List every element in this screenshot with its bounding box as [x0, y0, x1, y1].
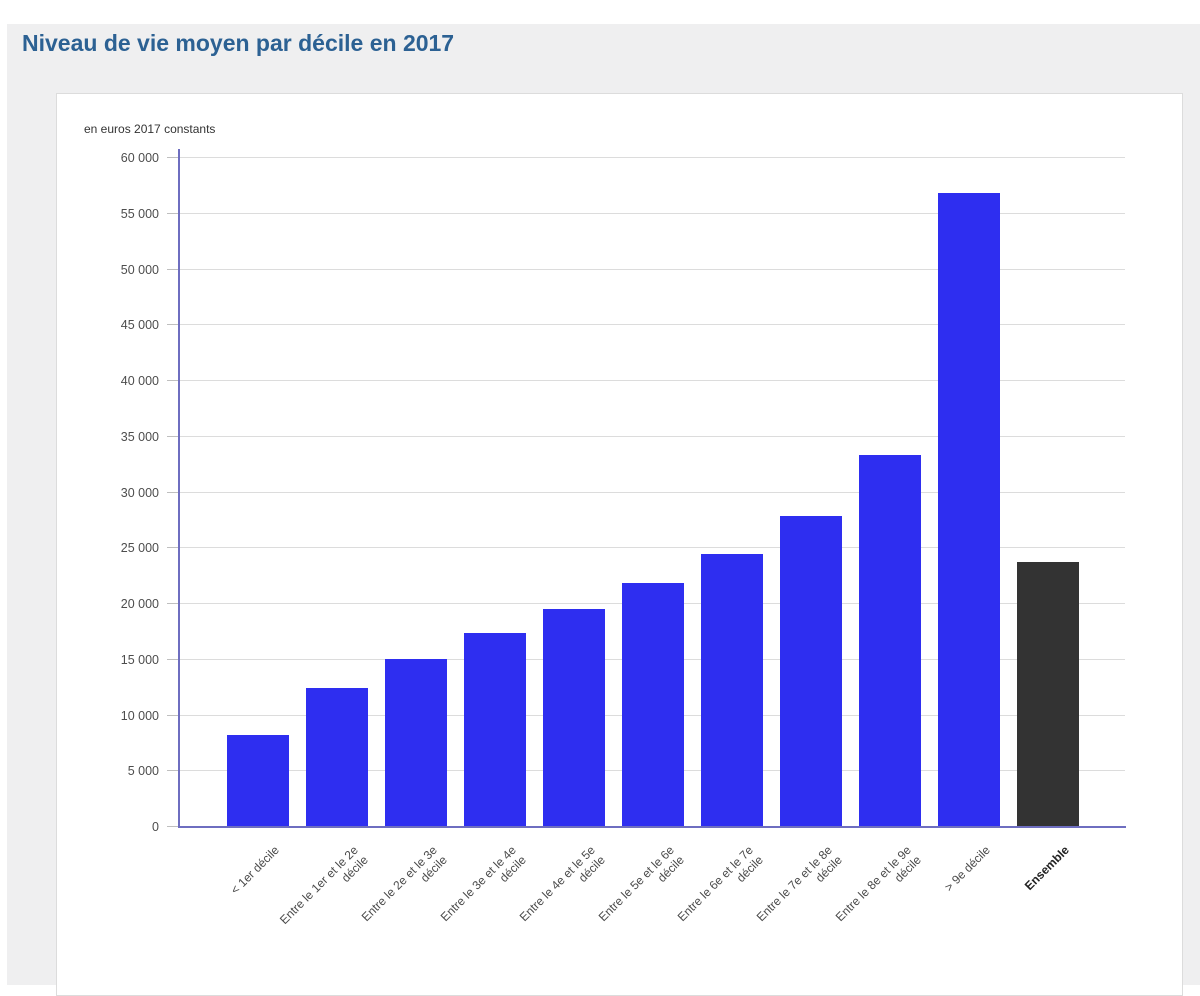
y-axis-tick	[167, 603, 178, 604]
bar	[780, 515, 842, 827]
y-axis-tick-label: 0	[152, 820, 159, 834]
gridline	[179, 324, 1125, 326]
gridline	[179, 491, 1125, 493]
y-axis-tick	[167, 324, 178, 326]
y-axis-tick-label: 35 000	[120, 429, 159, 444]
y-axis-tick	[167, 380, 178, 381]
gridline	[179, 157, 1125, 158]
y-axis-tick	[167, 658, 178, 660]
gridline	[179, 547, 1125, 549]
x-axis-category-label: Ensemble	[1021, 843, 1072, 893]
y-axis-line	[178, 149, 180, 828]
bar	[701, 553, 763, 827]
bar	[306, 687, 368, 827]
bar	[464, 633, 526, 827]
gridline	[179, 435, 1125, 437]
y-axis-tick-label: 45 000	[120, 318, 159, 333]
y-axis-tick	[167, 157, 178, 158]
y-axis-tick-label: 10 000	[120, 708, 159, 723]
page-title: Niveau de vie moyen par décile en 2017	[22, 30, 455, 56]
y-axis-tick	[167, 547, 178, 549]
y-axis-tick	[167, 212, 178, 214]
bar	[543, 608, 605, 827]
y-axis-tick-label: 60 000	[120, 151, 159, 165]
gridline	[179, 212, 1125, 214]
y-axis-tick	[167, 435, 178, 437]
y-axis-tick-label: 55 000	[120, 206, 159, 221]
y-axis-tick	[167, 826, 178, 827]
bar	[859, 454, 921, 827]
chart-plot-area: 0 5 000 10 000 15 000 20 000 25 000 30 000 35 0…	[121, 149, 1126, 927]
y-axis-tick-label: 5 000	[127, 764, 159, 779]
x-axis-category-label: Entre le 1er et le 2e décile	[276, 843, 371, 927]
chart-unit-label: en euros 2017 constants	[84, 122, 216, 136]
gridline	[179, 268, 1125, 270]
bar	[385, 658, 447, 827]
bar	[938, 192, 1000, 827]
y-axis-tick	[167, 714, 178, 716]
bar	[622, 582, 684, 827]
bar-ensemble	[1017, 561, 1079, 827]
y-axis-tick-label: 30 000	[120, 485, 159, 500]
y-axis-tick	[167, 268, 178, 270]
bar	[227, 734, 289, 827]
y-axis-tick	[167, 770, 178, 772]
y-axis-tick-label: 15 000	[120, 652, 159, 667]
y-axis-tick-label: 20 000	[120, 597, 159, 611]
y-axis-tick	[167, 491, 178, 493]
y-axis-tick-label: 25 000	[120, 541, 159, 556]
gridline	[179, 380, 1125, 381]
y-axis-tick-label: 50 000	[120, 262, 159, 277]
chart-panel: en euros 2017 constants 0 5 000 10 000 15 0…	[56, 93, 1183, 996]
x-axis-line	[178, 826, 1126, 828]
y-axis-tick-label: 40 000	[120, 374, 159, 388]
